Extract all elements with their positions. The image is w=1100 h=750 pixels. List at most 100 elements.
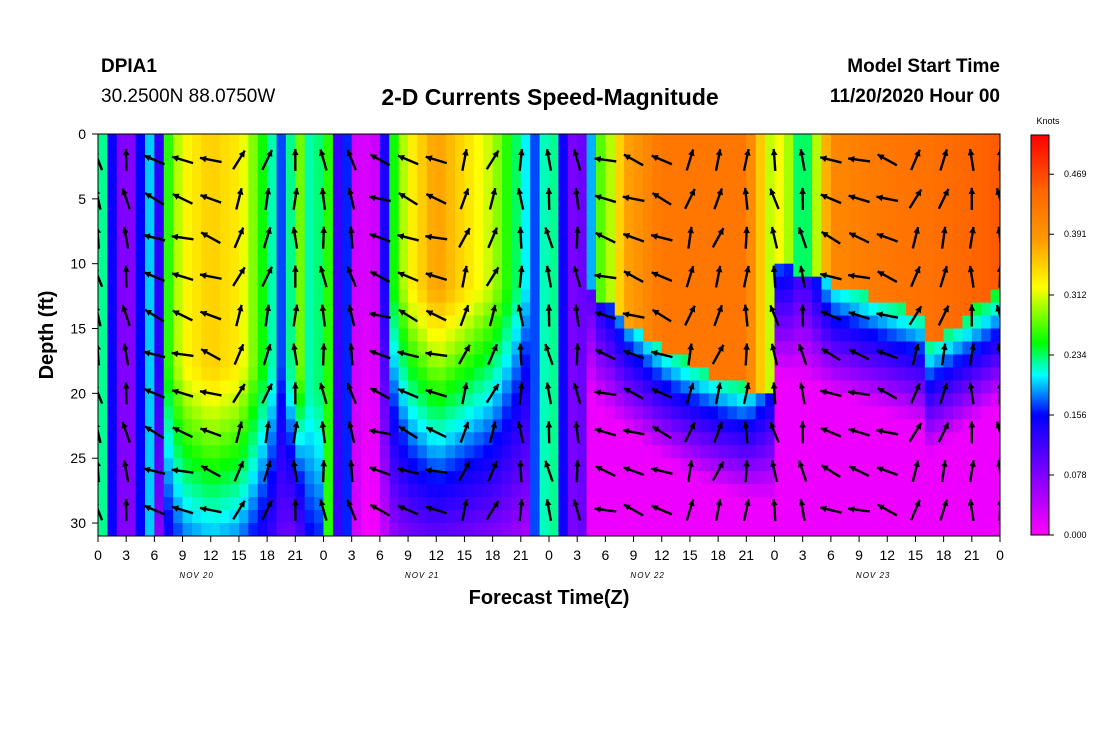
heat-cell [859,523,870,536]
heat-cell [173,224,184,239]
heat-cell [379,354,390,369]
heat-cell [436,406,447,420]
heat-cell [248,315,259,330]
heat-cell [445,406,456,420]
heat-cell [943,276,954,291]
current-vector [573,187,580,210]
current-vector [143,504,165,516]
heat-cell [426,393,437,407]
heat-cell [868,471,879,485]
heat-cell [567,367,578,381]
heat-cell [671,367,682,381]
heat-cell [990,458,1000,472]
heat-cell [539,393,550,407]
heat-cell [877,302,888,317]
heat-cell [314,523,325,536]
heat-cell [642,458,653,472]
current-vector [742,382,751,405]
heat-cell [906,302,917,317]
heat-cell [417,134,428,148]
heat-cell [154,484,165,498]
heat-cell [408,328,419,343]
heat-cell [408,276,419,291]
heat-cell [877,146,888,161]
heat-cell [849,198,860,213]
heat-cell [163,289,174,304]
heat-cell [276,172,287,187]
heat-cell [361,263,372,278]
heat-cell [342,237,353,252]
heat-cell [971,159,982,174]
heat-cell [492,419,503,433]
heat-cell [549,380,559,394]
heat-cell [304,328,315,343]
heat-cell [351,406,362,420]
heat-cell [849,224,860,239]
heat-cell [812,159,823,174]
heat-cell [708,263,719,278]
heat-cell [755,393,766,407]
heat-cell [652,380,663,394]
heat-cell [408,510,419,524]
heat-cell [267,159,278,174]
heat-cell [605,146,616,161]
heat-cell [971,172,982,187]
heat-cell [426,159,437,174]
heat-cell [98,432,108,446]
heat-cell [586,276,597,291]
heat-cell [389,354,400,369]
heat-cell [436,250,447,265]
heat-cell [840,276,851,291]
heat-cell [173,289,184,304]
x-tick-label: 0 [545,547,553,563]
heat-cell [323,484,334,498]
heat-cell [483,250,494,265]
heat-cell [398,263,409,278]
heat-cell [755,276,766,291]
heat-cell [182,224,193,239]
heat-cell [981,367,992,381]
heat-cell [530,250,541,265]
heat-cell [455,380,466,394]
heat-cell [586,224,597,239]
heat-cell [473,211,484,226]
heat-cell [370,276,381,291]
heat-cell [586,354,597,369]
heat-cell [830,263,841,278]
heat-cell [680,134,691,148]
heat-cell [483,445,494,459]
heat-cell [370,393,381,407]
heat-cell [98,263,108,278]
heat-cell [699,354,710,369]
heat-cell [445,289,456,304]
heat-cell [398,419,409,433]
heat-cell [351,484,362,498]
heat-cell [191,315,202,330]
heat-cell [473,276,484,291]
heat-cell [201,159,212,174]
heat-cell [896,380,907,394]
heat-cell [642,419,653,433]
heat-cell [567,185,578,200]
heat-cell [981,263,992,278]
heat-cell [812,510,823,524]
heat-cell [558,198,569,213]
heat-cell [455,445,466,459]
heat-cell [257,146,268,161]
heat-cell [558,302,569,317]
heat-cell [445,185,456,200]
heat-cell [295,211,306,226]
heat-cell [502,315,513,330]
heat-cell [727,484,738,498]
heat-cell [182,497,193,511]
heat-cell [116,146,127,161]
heat-cell [962,445,973,459]
heat-cell [746,471,757,485]
heat-cell [689,198,700,213]
current-vector [572,499,582,521]
heat-cell [191,146,202,161]
heat-cell [849,185,860,200]
current-vector [264,421,272,444]
heat-cell [370,289,381,304]
current-vector [487,227,499,249]
